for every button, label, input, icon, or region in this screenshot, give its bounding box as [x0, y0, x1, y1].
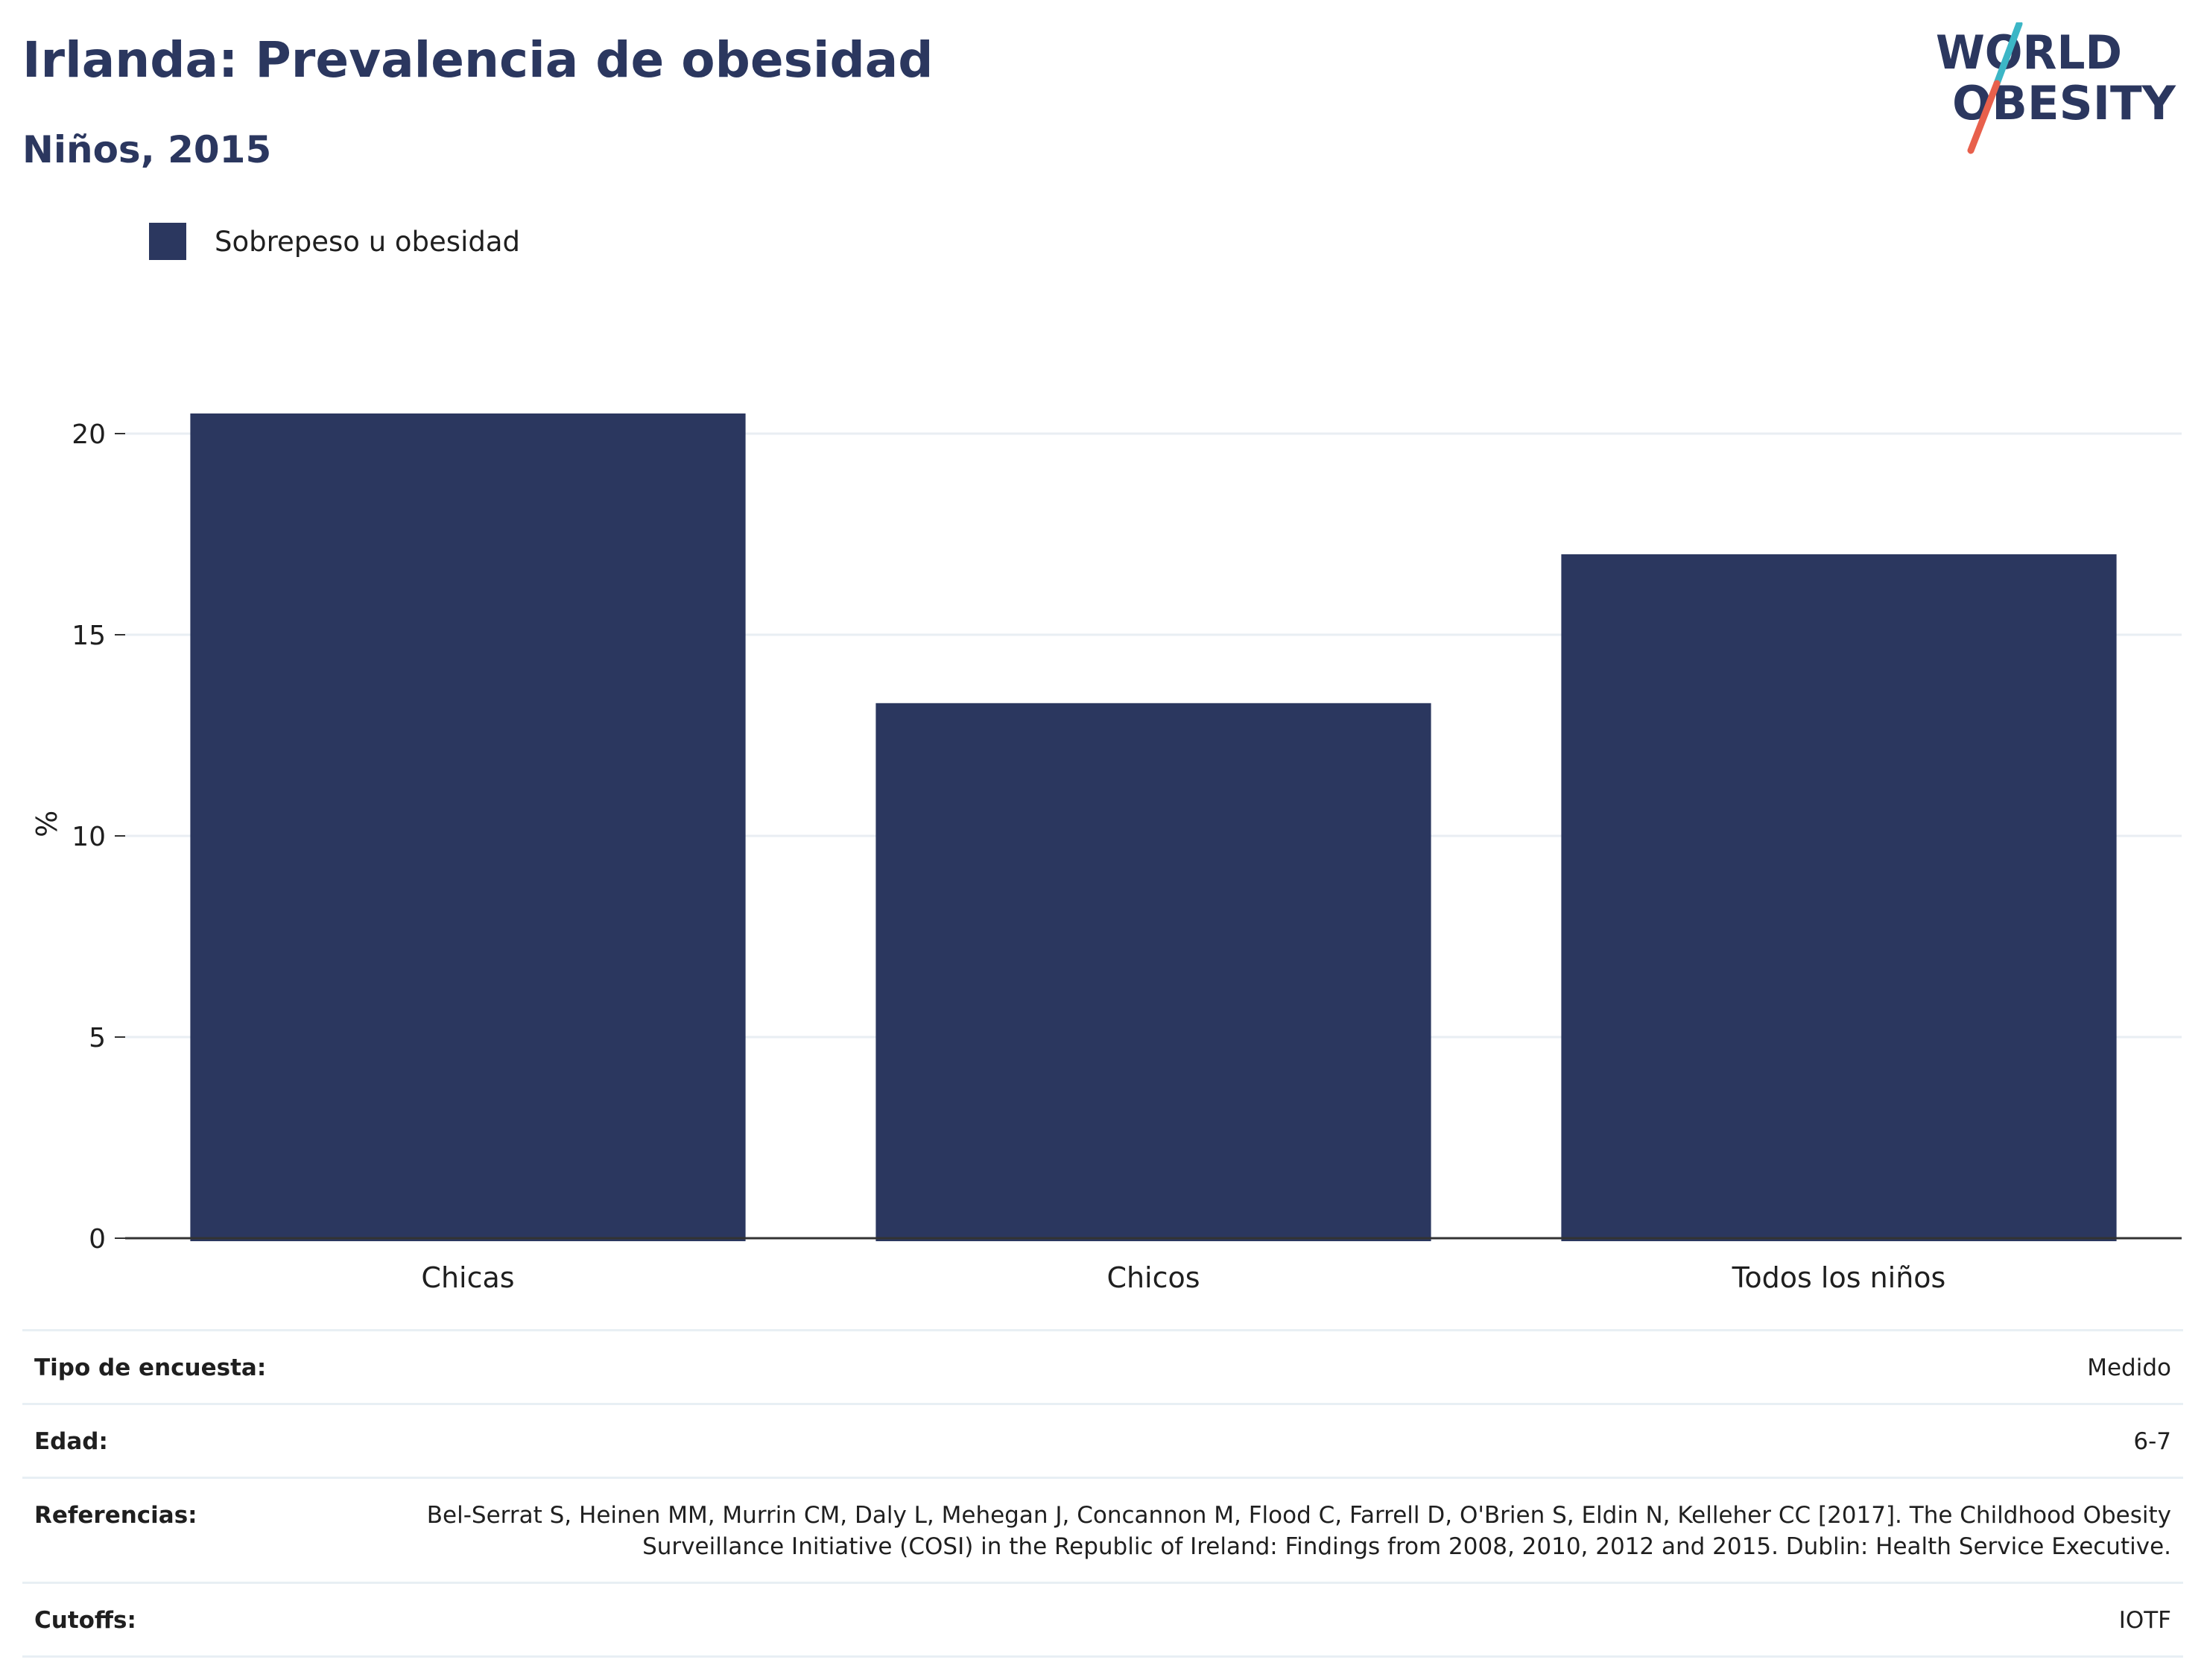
chart-legend: Sobrepeso u obesidad	[149, 221, 520, 262]
info-value: 6-7	[285, 1403, 2183, 1479]
y-tick-label: 0	[89, 1224, 106, 1255]
x-tick-label: Todos los niños	[1732, 1261, 1946, 1294]
y-tick-label: 10	[72, 822, 106, 852]
info-row-references: Referencias: Bel-Serrat S, Heinen MM, Mu…	[22, 1477, 2183, 1584]
logo-slash-coral	[1967, 80, 2001, 154]
world-obesity-logo: WORLD OBESITY	[1936, 22, 2176, 154]
info-value: Medido	[285, 1329, 2183, 1405]
page-subtitle: Niños, 2015	[22, 128, 272, 171]
x-tick-label: Chicos	[1106, 1261, 1200, 1294]
info-row-cutoffs: Cutoffs: IOTF	[22, 1582, 2183, 1658]
page-title: Irlanda: Prevalencia de obesidad	[22, 31, 934, 89]
info-row-survey-type: Tipo de encuesta: Medido	[22, 1329, 2183, 1405]
bar-chart: 0 5 10 15 20% Chicas Chicos Todos los niños	[31, 413, 2182, 1294]
info-key: Referencias:	[22, 1477, 285, 1584]
info-key: Edad:	[22, 1403, 285, 1479]
y-tick-label: 15	[72, 621, 106, 651]
info-value: Bel-Serrat S, Heinen MM, Murrin CM, Daly…	[285, 1477, 2183, 1584]
info-key: Tipo de encuesta:	[22, 1329, 285, 1405]
info-row-age: Edad: 6-7	[22, 1403, 2183, 1479]
y-tick-label: 5	[89, 1023, 106, 1053]
legend-swatch	[149, 223, 186, 260]
info-key: Cutoffs:	[22, 1582, 285, 1658]
legend-label: Sobrepeso u obesidad	[215, 225, 520, 258]
x-tick-label: Chicas	[421, 1261, 514, 1294]
bar	[190, 413, 746, 1241]
bar	[875, 703, 1431, 1241]
bar	[1561, 554, 2117, 1241]
logo-line-1: WORLD	[1936, 25, 2122, 80]
logo-slash-teal	[1993, 22, 2023, 87]
survey-info-table: Tipo de encuesta: Medido Edad: 6-7 Refer…	[22, 1329, 2183, 1658]
y-axis-title: %	[31, 811, 63, 837]
info-value: IOTF	[285, 1582, 2183, 1658]
y-tick-label: 20	[72, 419, 106, 450]
